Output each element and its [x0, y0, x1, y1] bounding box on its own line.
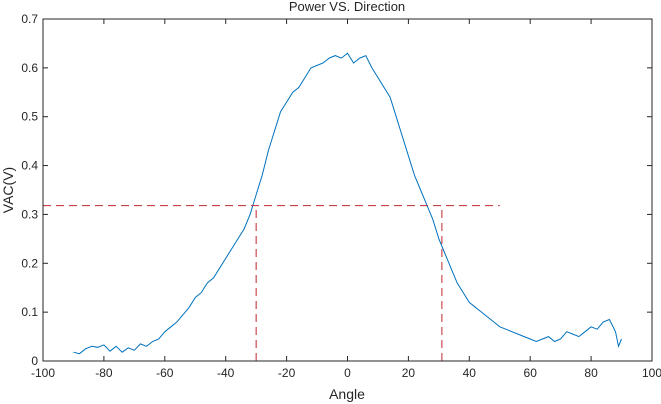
x-axis-label: Angle — [329, 386, 365, 402]
y-axis-label: VAC(V) — [0, 167, 16, 213]
x-tick-label: -60 — [156, 366, 174, 380]
y-tick-label: 0.4 — [21, 159, 38, 173]
x-tick-label: -20 — [278, 366, 296, 380]
x-tick-label: 0 — [344, 366, 351, 380]
x-tick-label: 20 — [402, 366, 416, 380]
x-tick-label: -100 — [31, 366, 55, 380]
x-tick-label: -80 — [95, 366, 113, 380]
y-tick-label: 0.2 — [21, 256, 38, 270]
plot-area — [43, 52, 622, 361]
x-tick-label: 40 — [463, 366, 477, 380]
x-tick-label: 100 — [642, 366, 661, 380]
y-tick-label: 0.5 — [21, 110, 38, 124]
y-tick-label: 0 — [31, 354, 38, 368]
y-tick-label: 0.3 — [21, 207, 38, 221]
x-tick-label: 80 — [584, 366, 598, 380]
y-tick-label: 0.1 — [21, 305, 38, 319]
series-line — [73, 52, 622, 355]
chart-title: Power VS. Direction — [289, 0, 405, 14]
x-tick-label: -40 — [217, 366, 235, 380]
y-tick-label: 0.6 — [21, 61, 38, 75]
y-tick-label: 0.7 — [21, 12, 38, 26]
axes: -100 -80 -60 -40 -20 0 20 40 60 80 100 0 0.1 0.2 0.3 0.… — [21, 12, 661, 380]
axes-box — [42, 18, 653, 362]
x-tick-label: 60 — [524, 366, 538, 380]
